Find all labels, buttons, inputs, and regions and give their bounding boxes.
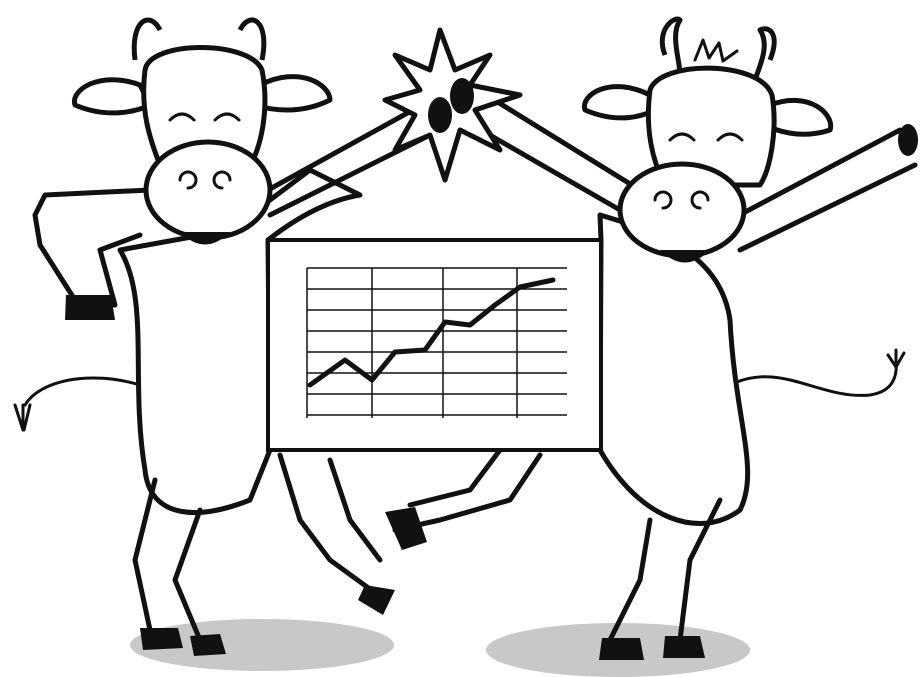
cow-body — [600, 215, 748, 524]
hoof — [428, 97, 452, 133]
tail-tuft — [888, 350, 904, 367]
tail — [730, 360, 896, 395]
cow-leg — [280, 455, 385, 600]
chart-board — [268, 240, 601, 450]
tail-tuft — [15, 405, 30, 430]
hair-tuft — [695, 40, 737, 61]
hoof — [65, 295, 115, 320]
illustration — [0, 0, 924, 677]
snout — [620, 164, 744, 256]
horn — [662, 19, 680, 75]
tail — [25, 378, 140, 405]
ear — [584, 87, 655, 118]
snout — [146, 142, 270, 238]
hoof — [898, 124, 918, 156]
hoof — [450, 78, 474, 114]
ear — [74, 80, 150, 113]
page: (() => { const data = JSON.parse(documen… — [0, 0, 924, 677]
horn — [755, 29, 774, 80]
